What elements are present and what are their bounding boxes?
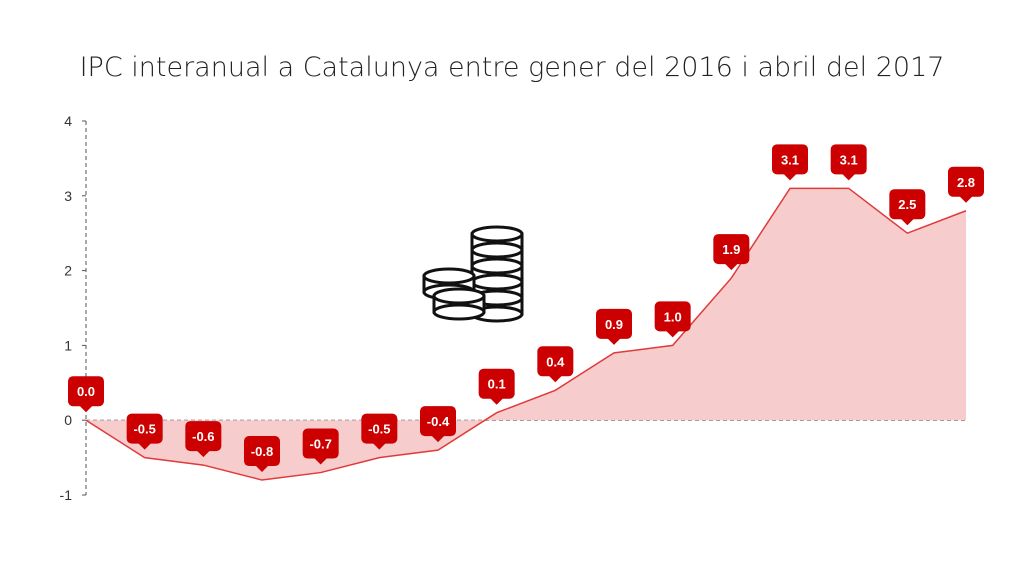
data-label: 0.1: [478, 368, 515, 405]
data-labels: 0.0 -0.5 -0.6 -0.8 -0.7 -0.5 -0.4 0.1 0.4 0.9 1.0 1…: [68, 144, 984, 473]
data-label-box: [478, 368, 515, 399]
y-tick-label: 3: [64, 188, 72, 204]
data-label-text: 2.8: [957, 175, 975, 190]
data-label: 3.1: [772, 144, 808, 181]
data-label-text: 3.1: [840, 152, 858, 167]
data-label-pointer: [959, 195, 973, 203]
data-label-text: -0.8: [251, 444, 273, 459]
data-label-pointer: [255, 465, 269, 473]
data-label-box: [244, 436, 280, 467]
data-label: 0.4: [537, 346, 574, 383]
data-label-text: -0.5: [133, 422, 155, 437]
data-label-box: [596, 308, 632, 339]
data-label-text: -0.7: [309, 437, 331, 452]
data-label-text: 3.1: [781, 152, 799, 167]
data-label-box: [830, 144, 867, 175]
data-label-box: [126, 413, 163, 444]
data-label: 2.8: [948, 166, 984, 203]
data-label-text: 1.0: [664, 309, 682, 324]
data-label: -0.4: [420, 406, 456, 443]
data-label-box: [537, 346, 574, 377]
data-label-pointer: [372, 442, 387, 450]
y-tick-label: 1: [64, 337, 72, 353]
data-label: -0.8: [244, 436, 280, 473]
data-label-box: [361, 413, 398, 444]
data-label: 0.9: [596, 308, 632, 345]
series-line: [85, 187, 967, 481]
data-label-box: [68, 376, 104, 407]
data-label-text: -0.4: [427, 414, 450, 429]
data-label: 2.5: [889, 189, 926, 226]
data-label-pointer: [607, 337, 621, 345]
data-label-pointer: [137, 442, 152, 450]
data-label: -0.7: [302, 428, 339, 465]
data-label-box: [889, 189, 926, 220]
data-label: -0.6: [185, 421, 222, 458]
data-label-box: [302, 428, 339, 459]
coins-icon: [422, 225, 524, 323]
data-label-text: -0.5: [368, 422, 390, 437]
data-label-box: [420, 406, 456, 437]
data-label-box: [948, 166, 984, 197]
data-label-text: 1.9: [722, 242, 740, 257]
data-label-pointer: [665, 330, 680, 338]
axes: 4 3 2 1 0 -1: [60, 113, 966, 503]
data-label: 0.0: [68, 376, 104, 413]
data-label-pointer: [841, 173, 856, 181]
data-label-box: [185, 421, 222, 452]
data-label: 1.0: [654, 301, 691, 338]
y-tick-label: 0: [64, 412, 72, 428]
data-label-text: 0.1: [488, 377, 506, 392]
data-label-pointer: [196, 450, 211, 458]
y-tick-label: 4: [64, 113, 72, 129]
data-label-pointer: [783, 173, 797, 181]
data-label-box: [654, 301, 691, 332]
y-tick-label: -1: [60, 487, 73, 503]
data-label: -0.5: [361, 413, 398, 450]
data-label-box: [713, 234, 750, 265]
data-label-pointer: [431, 435, 445, 443]
data-label-pointer: [313, 457, 328, 465]
data-label-text: 2.5: [898, 197, 916, 212]
data-label: 3.1: [830, 144, 867, 181]
data-label-pointer: [79, 405, 93, 413]
data-label-pointer: [489, 397, 504, 405]
data-label: 1.9: [713, 234, 750, 271]
data-label-text: 0.0: [77, 384, 95, 399]
data-label-text: 0.9: [605, 317, 623, 332]
data-label: -0.5: [126, 413, 163, 450]
data-label-pointer: [724, 263, 739, 271]
data-label-text: -0.6: [192, 429, 214, 444]
data-label-box: [772, 144, 808, 175]
chart-title: IPC interanual a Catalunya entre gener d…: [79, 52, 945, 83]
data-label-pointer: [900, 218, 915, 226]
y-tick-label: 2: [64, 263, 72, 279]
data-label-text: 0.4: [546, 354, 565, 369]
data-label-pointer: [548, 375, 563, 383]
